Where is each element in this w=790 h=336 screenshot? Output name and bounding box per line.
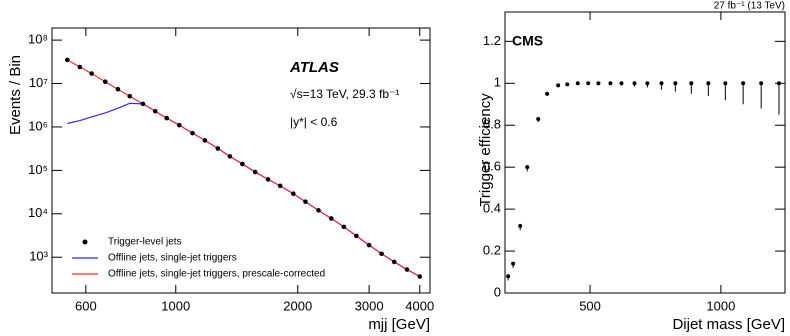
data-point xyxy=(759,81,764,86)
data-point xyxy=(215,146,221,151)
right-frame xyxy=(504,11,786,294)
data-point xyxy=(586,81,591,86)
y-tick-label: 0.4 xyxy=(483,201,501,216)
data-point xyxy=(366,242,372,248)
data-point xyxy=(379,251,384,257)
y-tick-label: 0 xyxy=(494,284,501,299)
data-point xyxy=(673,81,678,86)
data-point xyxy=(706,81,711,86)
data-point xyxy=(202,138,208,143)
data-point xyxy=(417,274,423,279)
data-point xyxy=(176,122,182,128)
y-tick-label: 10⁴ xyxy=(28,205,48,220)
data-point xyxy=(575,81,580,86)
data-point xyxy=(227,154,233,159)
data-point xyxy=(341,224,347,230)
data-point xyxy=(77,64,83,70)
data-point xyxy=(391,259,397,265)
data-point xyxy=(545,91,550,96)
data-point xyxy=(518,223,523,228)
y-tick-label: 0.2 xyxy=(483,242,501,257)
data-point xyxy=(511,261,516,266)
x-tick-label: 2000 xyxy=(283,298,312,313)
data-point xyxy=(689,81,694,86)
data-point xyxy=(164,115,170,121)
left-title: ATLAS xyxy=(289,59,339,76)
data-point xyxy=(659,81,664,86)
data-point xyxy=(723,81,728,86)
data-point xyxy=(632,81,637,86)
x-tick-label: 1000 xyxy=(706,298,735,313)
x-axis-label: Dijet mass [GeV] xyxy=(672,316,785,333)
data-point xyxy=(565,82,570,87)
y-tick-label: 0.8 xyxy=(483,117,501,132)
legend-label: Offline jets, single-jet triggers xyxy=(108,253,237,264)
data-point xyxy=(140,101,146,107)
data-point xyxy=(741,81,746,86)
data-point xyxy=(290,191,296,197)
legend-label: Trigger-level jets xyxy=(108,237,182,248)
data-point xyxy=(102,79,108,85)
data-point xyxy=(776,81,781,86)
y-tick-label: 1 xyxy=(494,75,501,90)
data-point xyxy=(265,177,271,182)
annotation: |y*| < 0.6 xyxy=(290,115,338,129)
y-tick-label: 10³ xyxy=(29,249,48,264)
data-point xyxy=(645,81,650,86)
y-tick-label: 10⁷ xyxy=(29,75,48,90)
data-point xyxy=(127,93,133,99)
data-point xyxy=(536,116,541,121)
legend-marker xyxy=(82,239,88,245)
data-point xyxy=(152,108,158,114)
y-tick-label: 0.6 xyxy=(483,159,501,174)
x-tick-label: 600 xyxy=(75,298,97,313)
data-point xyxy=(404,267,410,272)
x-tick-label: 1000 xyxy=(161,298,190,313)
data-point xyxy=(115,86,121,92)
data-point xyxy=(303,199,308,204)
y-axis-label: Events / Bin xyxy=(7,55,24,135)
y-axis-label: Trigger efficiency xyxy=(477,93,494,207)
annotation: √s=13 TeV, 29.3 fb⁻¹ xyxy=(290,87,399,101)
subtitle: 27 fb⁻¹ (13 TeV) xyxy=(714,1,785,12)
series-line xyxy=(67,102,421,278)
y-tick-label: 10⁵ xyxy=(28,162,48,177)
x-tick-label: 4000 xyxy=(405,298,434,313)
data-point xyxy=(277,183,283,189)
left-frame xyxy=(51,27,431,294)
data-point xyxy=(89,71,94,76)
x-tick-label: 3000 xyxy=(355,298,384,313)
data-point xyxy=(190,130,195,136)
legend-label: Offline jets, single-jet triggers, presc… xyxy=(108,269,325,280)
data-point xyxy=(240,161,245,167)
y-tick-label: 10⁶ xyxy=(28,118,48,133)
data-point xyxy=(619,81,624,86)
data-point xyxy=(506,274,511,279)
data-point xyxy=(525,165,530,170)
x-axis-label: mjj [GeV] xyxy=(368,316,430,333)
data-point xyxy=(65,57,70,63)
data-point xyxy=(556,83,561,88)
y-tick-label: 1.2 xyxy=(483,33,501,48)
data-point xyxy=(354,233,359,239)
y-tick-label: 10⁸ xyxy=(28,32,48,47)
data-point xyxy=(596,81,601,86)
x-tick-label: 500 xyxy=(579,298,601,313)
data-point xyxy=(329,216,334,221)
right-title: CMS xyxy=(512,33,543,49)
data-point xyxy=(252,169,258,175)
data-point xyxy=(316,208,321,213)
data-point xyxy=(608,81,613,86)
